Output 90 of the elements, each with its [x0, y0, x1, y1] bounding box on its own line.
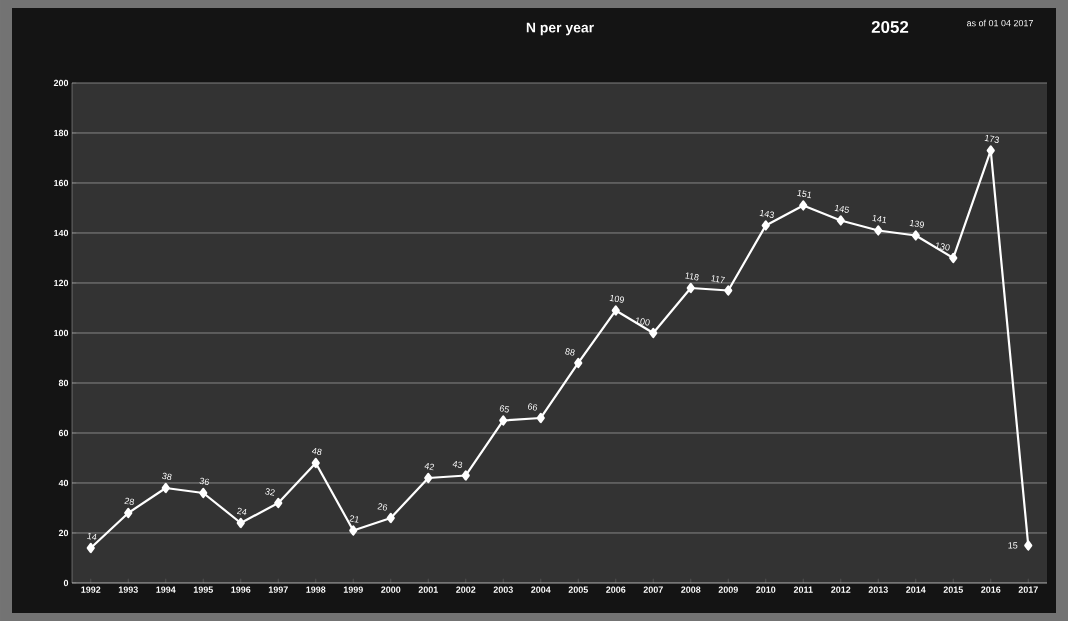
point: [424, 472, 433, 484]
x-tick-label: 1997: [268, 586, 288, 593]
data-label: 109: [609, 294, 625, 303]
data-label: 21: [349, 515, 359, 523]
x-tick-label: 2004: [531, 586, 551, 593]
data-label: 26: [377, 503, 388, 511]
data-label: 139: [909, 219, 925, 228]
point: [949, 252, 958, 264]
point: [986, 145, 995, 156]
x-tick-label: 2010: [756, 586, 776, 593]
x-tick-label: 2013: [868, 586, 888, 593]
point: [724, 285, 733, 296]
x-tick-label: 1999: [343, 586, 363, 593]
x-tick-label: 1998: [306, 586, 326, 593]
x-tick-label: 2002: [456, 586, 476, 593]
x-tick-label: 2000: [381, 586, 401, 593]
point: [611, 305, 620, 316]
x-tick-label: 1996: [231, 586, 251, 593]
data-label: 14: [87, 532, 97, 541]
point: [274, 497, 283, 509]
point: [799, 200, 808, 211]
data-label: 24: [236, 507, 247, 516]
data-label: 43: [452, 461, 463, 469]
x-tick-label: 2001: [418, 586, 438, 593]
x-tick-label: 2005: [568, 586, 588, 593]
point: [386, 512, 395, 524]
x-tick-label: 2014: [906, 586, 926, 593]
data-label: 65: [499, 405, 510, 413]
point: [649, 327, 658, 339]
point: [536, 412, 545, 424]
text: as of 01 04 2017: [966, 19, 1033, 27]
point: [1024, 540, 1033, 551]
x-tick-label: 2015: [943, 586, 963, 593]
point: [311, 457, 320, 469]
point: [761, 220, 770, 231]
data-label: 48: [311, 448, 322, 456]
data-label: 88: [565, 348, 575, 356]
text: 2052: [871, 20, 909, 33]
x-tick-label: 1992: [81, 586, 101, 593]
y-tick-label: 140: [54, 229, 69, 237]
y-tick-label: 0: [63, 579, 69, 587]
data-label: 145: [834, 204, 850, 213]
data-label: 117: [711, 275, 726, 283]
y-tick-label: 180: [54, 129, 69, 137]
x-tick-label: 2009: [718, 586, 738, 593]
y-tick-label: 160: [54, 179, 69, 187]
x-tick-label: 1995: [193, 586, 213, 593]
y-tick-label: 60: [58, 429, 69, 437]
y-tick-label: 120: [54, 279, 69, 287]
data-label: 141: [872, 215, 886, 224]
data-label: 38: [162, 472, 172, 481]
x-tick-label: 2012: [831, 586, 851, 593]
point: [499, 415, 508, 426]
point: [874, 225, 883, 236]
point: [161, 482, 170, 494]
x-tick-label: 2017: [1018, 586, 1038, 593]
x-tick-label: 2003: [493, 586, 513, 593]
point: [836, 215, 845, 226]
y-tick-label: 200: [53, 79, 69, 87]
y-tick-label: 20: [58, 529, 69, 537]
chart-title: N per year: [526, 22, 594, 36]
point: [349, 525, 358, 536]
data-label: 36: [199, 477, 210, 486]
data-label: 32: [265, 488, 275, 496]
data-label: 173: [984, 134, 1000, 143]
data-label: 28: [124, 497, 135, 506]
data-label: 143: [759, 209, 775, 218]
data-label: 151: [797, 189, 811, 199]
point: [124, 507, 133, 519]
x-tick-label: 2011: [793, 586, 813, 593]
x-tick-label: 2006: [606, 586, 626, 593]
x-tick-label: 2016: [981, 586, 1001, 593]
y-tick-label: 80: [58, 379, 69, 387]
point: [686, 282, 695, 294]
x-tick-label: 1994: [156, 586, 176, 593]
point: [461, 470, 470, 481]
point: [199, 487, 208, 499]
x-tick-label: 2007: [643, 586, 663, 593]
data-label: 66: [527, 403, 538, 411]
data-label: 118: [685, 272, 699, 281]
x-tick-label: 2008: [681, 586, 701, 593]
point: [86, 542, 95, 554]
point: [236, 517, 245, 529]
y-tick-label: 40: [58, 479, 69, 487]
data-label: 15: [1008, 542, 1018, 549]
point: [574, 357, 583, 369]
point: [911, 230, 920, 241]
data-label: 42: [424, 463, 435, 471]
y-tick-label: 100: [54, 329, 69, 337]
x-tick-label: 1993: [118, 586, 138, 593]
